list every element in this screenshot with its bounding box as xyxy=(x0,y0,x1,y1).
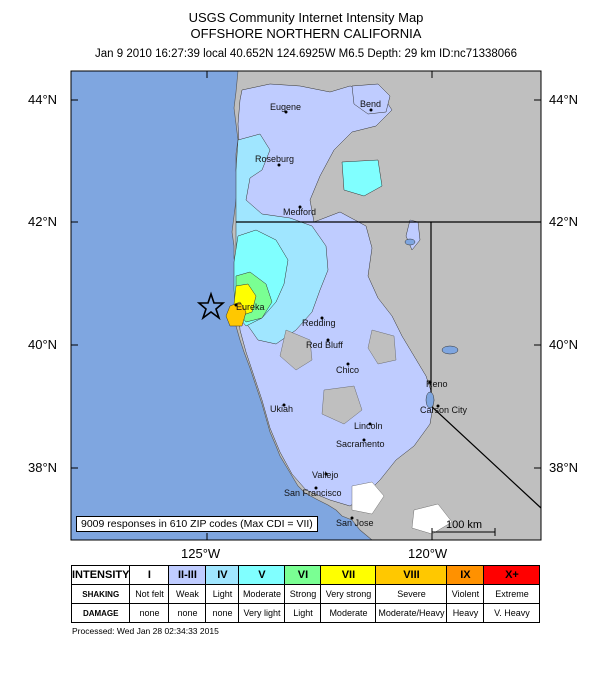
city-label: San Jose xyxy=(336,518,374,528)
city-dot xyxy=(234,303,238,307)
city-label: Red Bluff xyxy=(306,340,343,350)
scale-label: 100 km xyxy=(446,519,483,531)
legend-cell: IV xyxy=(205,565,240,585)
felt-area-weak-bend xyxy=(351,83,391,115)
legend-cell: II-III xyxy=(168,565,207,585)
lon-label-120: 120°W xyxy=(408,546,448,561)
legend-cell: Light xyxy=(284,603,322,623)
city-label: Eureka xyxy=(236,302,265,312)
lat-label-44-right: 44°N xyxy=(549,92,579,107)
lake xyxy=(404,238,416,246)
city-label: Ukiah xyxy=(270,404,293,414)
map-title: USGS Community Internet Intensity Map xyxy=(188,10,424,25)
legend-damage-row: DAMAGE none none none Very light Light M… xyxy=(70,603,541,623)
lat-label-42: 42°N xyxy=(28,214,58,229)
legend-cell: IX xyxy=(446,565,485,585)
unfelt-area-1 xyxy=(279,329,313,371)
legend-shaking-row: SHAKING Not felt Weak Light Moderate Str… xyxy=(70,584,541,604)
city-dot xyxy=(350,516,354,520)
legend-cell: V. Heavy xyxy=(483,603,541,623)
legend-cell: Extreme xyxy=(483,584,541,604)
lat-label-44: 44°N xyxy=(28,92,58,107)
scale-bar xyxy=(431,528,496,536)
legend-cell: VI xyxy=(284,565,322,585)
city-label: Redding xyxy=(302,318,336,328)
frame-ticks xyxy=(71,71,541,540)
legend-cell: Moderate xyxy=(320,603,377,623)
lat-label-38-right: 38°N xyxy=(549,460,579,475)
city-label: Lincoln xyxy=(354,421,383,431)
legend-cell: V xyxy=(238,565,286,585)
event-details: Jan 9 2010 16:27:39 local 40.652N 124.69… xyxy=(95,48,517,60)
lat-label-38: 38°N xyxy=(28,460,58,475)
unfelt-area-5 xyxy=(411,503,453,535)
city-dot xyxy=(284,110,288,114)
legend-cell: Violent xyxy=(446,584,485,604)
city-label: Reno xyxy=(426,379,448,389)
legend-cell: none xyxy=(205,603,240,623)
intensity-legend: INTENSITY I II-III IV V VI VII VIII IX X… xyxy=(70,565,541,623)
city-dot xyxy=(368,422,372,426)
map-region: OFFSHORE NORTHERN CALIFORNIA xyxy=(190,26,422,41)
legend-row-label: DAMAGE xyxy=(70,603,131,623)
lake-tahoe xyxy=(425,391,435,409)
legend-cell: Severe xyxy=(375,584,448,604)
legend-row-label: SHAKING xyxy=(70,584,131,604)
legend-intensity-row: INTENSITY I II-III IV V VI VII VIII IX X… xyxy=(70,565,541,585)
legend-cell: none xyxy=(129,603,170,623)
legend-cell: Strong xyxy=(284,584,322,604)
legend-cell: Moderate/Heavy xyxy=(375,603,448,623)
city-label: Chico xyxy=(336,365,359,375)
unfelt-area-2 xyxy=(321,385,363,425)
city-dot xyxy=(326,338,330,342)
city-label: San Francisco xyxy=(284,488,342,498)
city-label: Carson City xyxy=(420,405,468,415)
city-dot xyxy=(369,108,373,112)
legend-cell: I xyxy=(129,565,170,585)
legend-cell: none xyxy=(168,603,207,623)
unfelt-area-4 xyxy=(351,481,385,515)
city-dot xyxy=(436,404,440,408)
city-label: Sacramento xyxy=(336,439,385,449)
city-dot xyxy=(428,380,432,384)
city-dot xyxy=(298,205,302,209)
lat-label-42-right: 42°N xyxy=(549,214,579,229)
city-dot xyxy=(282,403,286,407)
legend-cell: X+ xyxy=(483,565,541,585)
city-label: Bend xyxy=(360,99,381,109)
unfelt-area-3 xyxy=(367,329,397,365)
map-frame xyxy=(70,70,542,541)
lon-label-125: 125°W xyxy=(181,546,221,561)
legend-cell: VIII xyxy=(375,565,448,585)
legend-cell: Weak xyxy=(168,584,207,604)
city-dot xyxy=(277,163,281,167)
lat-label-40-right: 40°N xyxy=(549,337,579,352)
felt-area-light-ne xyxy=(341,159,383,197)
legend-cell: Moderate xyxy=(238,584,286,604)
city-dot xyxy=(346,362,350,366)
legend-row-label: INTENSITY xyxy=(70,565,131,585)
legend-cell: Heavy xyxy=(446,603,485,623)
legend-cell: Very strong xyxy=(320,584,377,604)
legend-cell: VII xyxy=(320,565,377,585)
city-dot xyxy=(362,438,366,442)
city-dot xyxy=(324,472,328,476)
legend-cell: Not felt xyxy=(129,584,170,604)
epicenter-star xyxy=(196,291,226,321)
processed-timestamp: Processed: Wed Jan 28 02:34:33 2015 xyxy=(72,626,219,636)
lake xyxy=(441,345,459,355)
responses-summary: 9009 responses in 610 ZIP codes (Max CDI… xyxy=(76,516,318,532)
legend-cell: Very light xyxy=(238,603,286,623)
lat-label-40: 40°N xyxy=(28,337,58,352)
city-label: Medford xyxy=(283,207,316,217)
city-label: Eugene xyxy=(270,102,301,112)
city-dot xyxy=(320,316,324,320)
felt-area-max xyxy=(225,301,247,327)
city-label: Vallejo xyxy=(312,470,338,480)
city-label: Roseburg xyxy=(255,154,294,164)
city-dot xyxy=(314,486,318,490)
legend-cell: Light xyxy=(205,584,240,604)
